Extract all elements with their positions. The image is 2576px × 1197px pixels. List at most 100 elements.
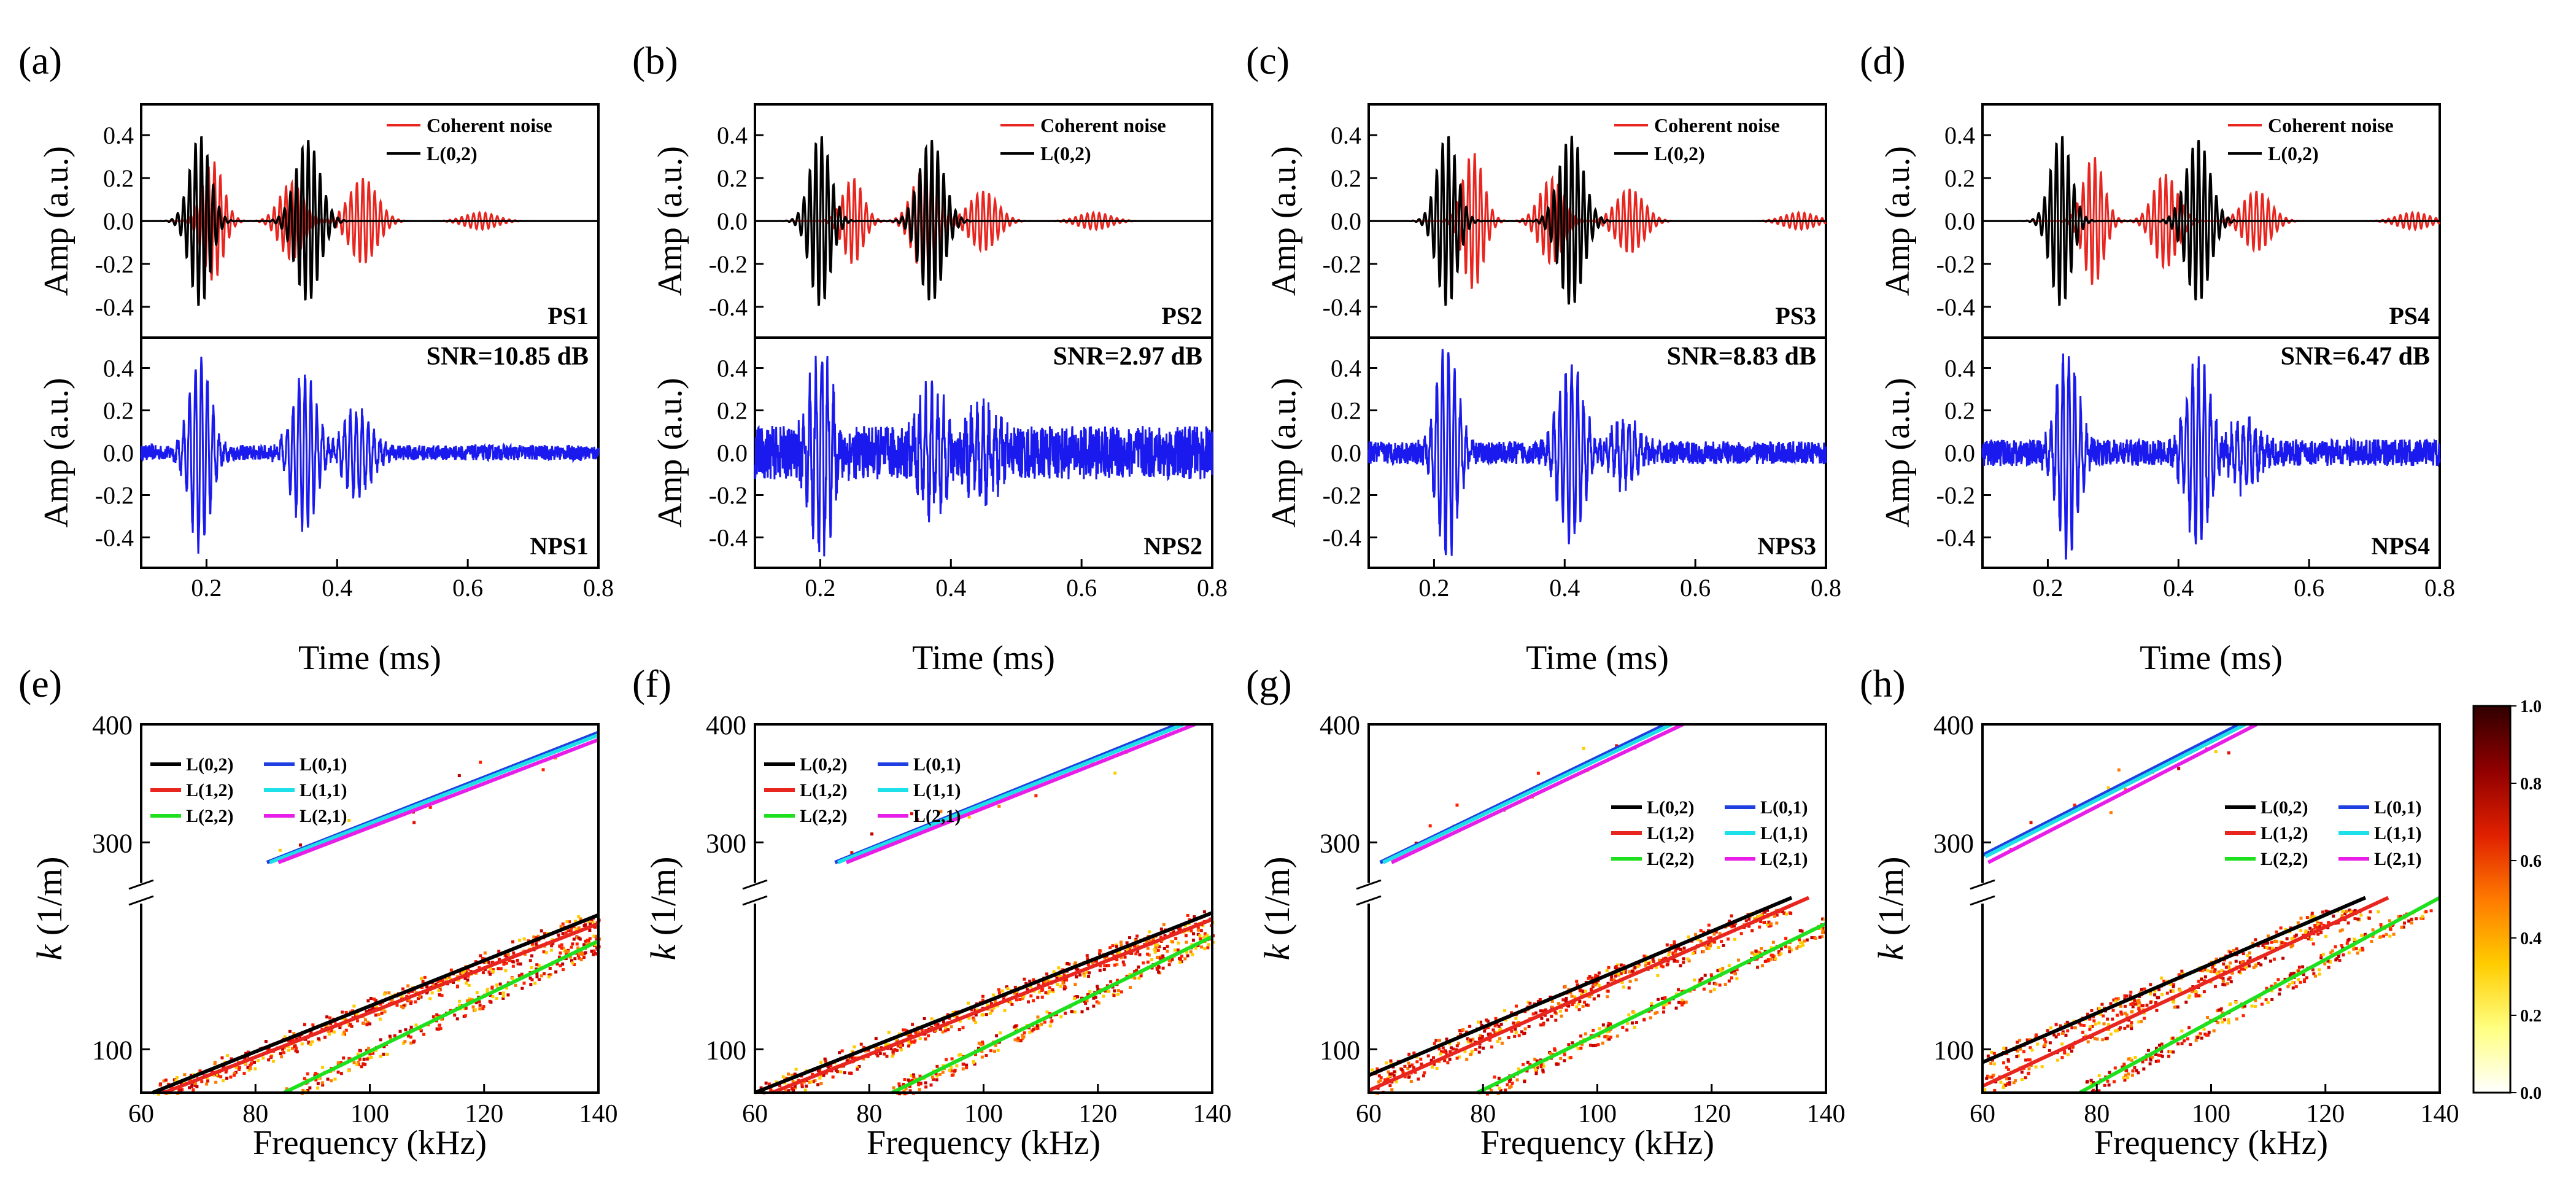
wavenumber-map-point (2248, 964, 2251, 968)
wavenumber-map-point (158, 1083, 162, 1087)
wavenumber-map-point (2106, 1079, 2110, 1083)
wavenumber-map-point (1733, 972, 1737, 975)
wavenumber-map-point (1707, 923, 1711, 927)
wavenumber-map-point (2133, 999, 2137, 1002)
wavenumber-map-point (1116, 993, 1120, 996)
wavenumber-map-point (1510, 1029, 1514, 1033)
wavenumber-map-point (1128, 936, 1132, 940)
wavenumber-map-point (527, 939, 530, 943)
wavenumber-map-point (2148, 1062, 2152, 1066)
wavenumber-map-point (2106, 786, 2110, 789)
wavenumber-map-point (2248, 956, 2252, 959)
wavenumber-map-point (352, 1004, 356, 1008)
wavenumber-map-point (1626, 1021, 1630, 1025)
wavenumber-map-point (1385, 1061, 1388, 1065)
wavenumber-map-point (1495, 1022, 1499, 1026)
wavenumber-map-point (2301, 965, 2305, 969)
wavenumber-map-point (1036, 1015, 1040, 1019)
mode-legend-label: L(2,1) (913, 806, 961, 826)
wavenumber-map-point (355, 1063, 359, 1067)
wavenumber-map-point (2340, 943, 2343, 947)
wavenumber-map-point (2288, 982, 2291, 986)
wavenumber-map-point (1609, 1022, 1612, 1026)
wavenumber-map-point (1732, 923, 1736, 927)
wavenumber-map-point (965, 1063, 969, 1067)
wavenumber-map-point (1157, 966, 1161, 969)
wavenumber-map-point (475, 991, 479, 994)
wavenumber-map-point (282, 1046, 286, 1050)
wavenumber-map-point (336, 1061, 340, 1065)
wavenumber-map-point (1183, 957, 1187, 961)
wavenumber-map-point (357, 1060, 360, 1064)
wavenumber-map-point (1682, 957, 1685, 961)
wavenumber-map-point (1490, 1088, 1493, 1092)
wavenumber-map-point (328, 1032, 331, 1036)
wavenumber-map-point (913, 1077, 917, 1081)
wavenumber-map-point (2324, 934, 2328, 938)
wavenumber-map-point (970, 1008, 973, 1012)
wavenumber-map-point (2127, 1057, 2130, 1061)
wavenumber-map-point (578, 956, 581, 960)
wavenumber-map-point (790, 1074, 794, 1077)
wavenumber-map-point (981, 1040, 984, 1044)
wavenumber-map-point (2211, 965, 2214, 969)
wavenumber-map-point (2065, 1020, 2069, 1024)
wavenumber-map-point (368, 1052, 372, 1056)
wavenumber-map-point (587, 941, 591, 945)
wavenumber-map-point (1496, 1040, 1499, 1044)
wavenumber-map-point (1015, 1028, 1018, 1031)
axis-break-mark (1356, 879, 1382, 890)
panel-label: (b) (632, 39, 678, 82)
wavenumber-map-point (941, 1030, 945, 1034)
wavenumber-map-point (2266, 1001, 2270, 1004)
wavenumber-map-point (984, 1054, 988, 1058)
wavenumber-map-point (249, 1067, 252, 1071)
wavenumber-map-point (1655, 1010, 1659, 1014)
wavenumber-map-point (466, 978, 470, 982)
wavenumber-map-point (1541, 1009, 1545, 1013)
wavenumber-map-point (2154, 1001, 2157, 1004)
wavenumber-map-point (1102, 968, 1106, 972)
wavenumber-map-point (2223, 983, 2227, 986)
wavenumber-map-point (436, 1028, 440, 1031)
wavenumber-map-point (2303, 978, 2307, 982)
freq-tick-label: 140 (579, 1100, 618, 1128)
wavenumber-map-point (1107, 964, 1110, 967)
wavenumber-map-point (851, 1056, 854, 1059)
mode-legend-label: L(0,1) (300, 754, 347, 775)
freq-tick-label: 60 (742, 1100, 768, 1128)
wavenumber-map-point (997, 991, 1001, 995)
wavenumber-map-point (382, 1045, 386, 1048)
wavenumber-map-point (2197, 994, 2200, 998)
wavenumber-map-point (972, 1060, 975, 1064)
time-axis-label: Time (ms) (298, 639, 441, 677)
wavenumber-map-point (1458, 1029, 1462, 1032)
wavenumber-map-point (2252, 966, 2256, 969)
wavenumber-map-point (2113, 1029, 2117, 1032)
wavenumber-map-point (246, 1050, 250, 1054)
wavenumber-map-point (2172, 985, 2175, 988)
wavenumber-map-point (891, 1052, 895, 1056)
wavenumber-map-point (540, 929, 543, 933)
wavenumber-map-point (344, 1028, 348, 1032)
x-tick-label: 0.2 (1418, 574, 1449, 602)
wavenumber-map-point (2318, 924, 2322, 928)
wavenumber-map-point (1379, 1076, 1383, 1080)
wavenumber-map-point (829, 1064, 833, 1067)
wavenumber-map-point (543, 972, 546, 975)
wavenumber-map-point (458, 999, 462, 1003)
wavenumber-map-point (1185, 940, 1188, 944)
wavenumber-map-point (1514, 1031, 1518, 1034)
wavenumber-map-point (1603, 1035, 1607, 1039)
wavenumber-map-point (164, 1079, 168, 1082)
wavenumber-map-point (997, 988, 1000, 991)
wavenumber-map-point (1515, 1021, 1518, 1025)
wavenumber-map-point (2226, 982, 2230, 986)
wavenumber-map-point (2347, 937, 2351, 941)
wavenumber-map-point (1021, 1033, 1024, 1037)
wavenumber-map-point (1707, 936, 1711, 940)
wavenumber-map-point (314, 1071, 317, 1075)
wavenumber-map-point (471, 1005, 475, 1009)
wavenumber-map-point (1634, 978, 1638, 982)
wavenumber-map-point (907, 1078, 910, 1082)
